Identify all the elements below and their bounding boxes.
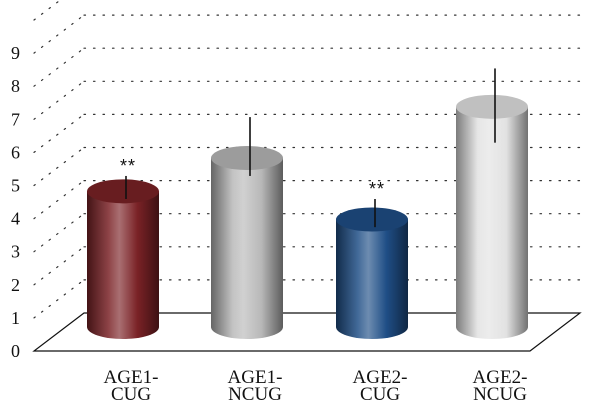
bars: ** ** <box>87 68 528 339</box>
bar-top <box>211 146 283 171</box>
bar-body <box>87 191 159 339</box>
y-tick-label: 2 <box>11 275 20 295</box>
bar <box>456 94 528 339</box>
bar-top <box>456 94 528 119</box>
chart-floor <box>32 312 582 352</box>
significance-marker: ** <box>120 156 136 176</box>
gridline <box>33 279 85 319</box>
bar-body <box>211 158 283 339</box>
bar-body <box>456 106 528 339</box>
category-label: AGE2-CUG <box>353 367 408 405</box>
gridline <box>33 146 85 187</box>
y-tick-label: 4 <box>11 209 20 229</box>
gridline <box>33 246 85 286</box>
bar-top <box>336 207 408 232</box>
category-label: AGE1-NCUG <box>228 367 283 405</box>
floor-plane <box>32 312 582 352</box>
gridline <box>33 180 85 220</box>
significance-marker: ** <box>369 179 385 199</box>
bar-body <box>336 219 408 339</box>
bar <box>87 179 159 339</box>
gridline <box>33 213 85 253</box>
category-labels: AGE1-CUG AGE1-NCUG AGE2-CUG AGE2-NCUG <box>104 367 528 405</box>
bar <box>336 207 408 339</box>
y-axis-ticks: 0 1 2 3 4 5 6 7 8 9 <box>11 43 20 361</box>
y-tick-label: 6 <box>11 142 20 162</box>
y-tick-label: 0 <box>11 341 20 361</box>
y-tick-label: 5 <box>11 176 20 196</box>
gridlines <box>33 0 581 319</box>
gridline <box>33 80 85 120</box>
y-tick-label: 7 <box>11 109 20 129</box>
gridline <box>33 14 85 54</box>
y-tick-label: 8 <box>11 76 20 96</box>
y-tick-label: 3 <box>11 242 20 262</box>
category-label: AGE1-CUG <box>104 367 159 405</box>
bar-top <box>87 179 159 204</box>
gridline <box>33 0 62 21</box>
category-label: AGE2-NCUG <box>473 367 528 405</box>
y-tick-label: 9 <box>11 43 20 63</box>
gridline <box>33 113 85 153</box>
gridline <box>33 47 85 87</box>
bar <box>211 146 283 339</box>
y-tick-label: 1 <box>11 308 20 328</box>
